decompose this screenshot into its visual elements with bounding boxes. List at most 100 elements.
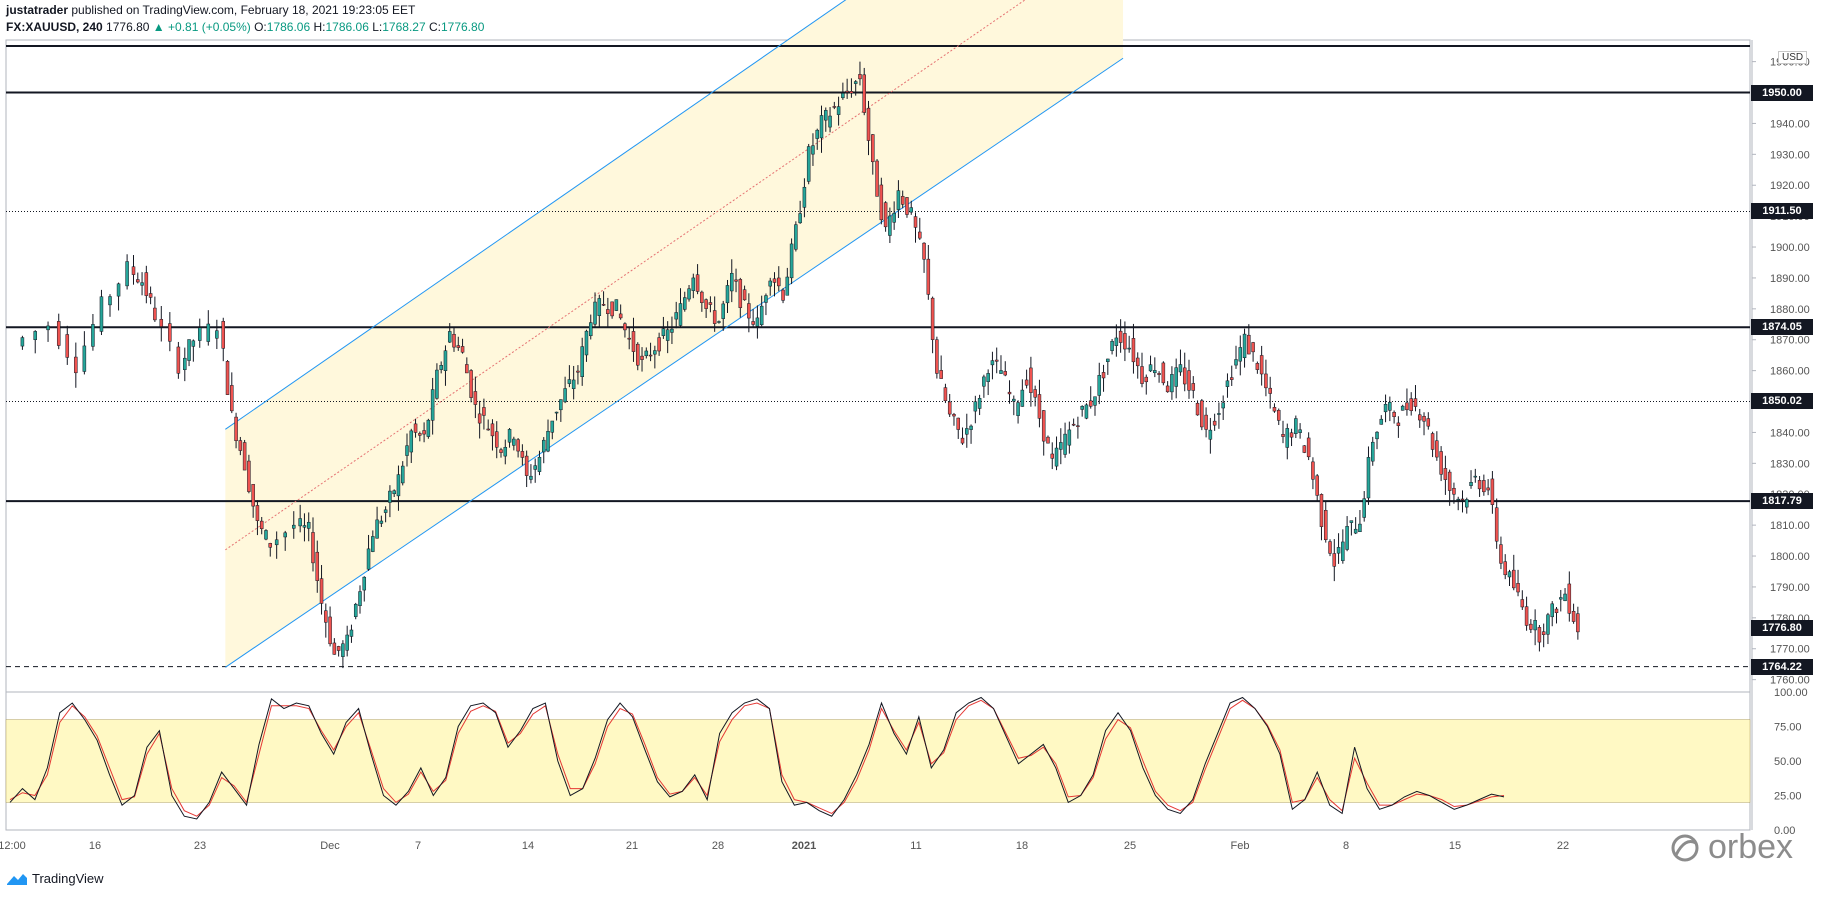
candle-body — [1276, 409, 1281, 421]
candle-body — [1063, 433, 1067, 455]
candle-body — [541, 439, 546, 453]
candle-body — [918, 231, 922, 239]
candle-body — [1294, 418, 1298, 434]
candle-body — [1409, 398, 1413, 412]
candle-body — [1135, 357, 1140, 367]
y-tick-label: 1890.00 — [1770, 273, 1810, 285]
open-value: 1786.06 — [266, 20, 311, 34]
x-tick-label: 21 — [626, 840, 638, 852]
y-tick-label: 1810.00 — [1770, 520, 1810, 532]
stochastic-tick-label: 75.00 — [1774, 722, 1802, 734]
candle-body — [1499, 544, 1503, 564]
candle-body — [554, 411, 559, 414]
candle-body — [512, 438, 516, 446]
candle-body — [1405, 402, 1409, 411]
y-tick-label: 1900.00 — [1770, 242, 1810, 254]
candle-body — [1379, 418, 1384, 425]
candle-body — [999, 370, 1003, 374]
y-tick-label: 1920.00 — [1770, 180, 1810, 192]
x-tick-label: 14 — [522, 840, 534, 852]
candle-body — [563, 388, 567, 403]
candle-body — [452, 333, 456, 348]
candle-body — [751, 321, 755, 325]
candle-body — [1221, 402, 1225, 409]
author-name[interactable]: justatrader — [6, 3, 69, 17]
candle-body — [1323, 510, 1328, 540]
candle-body — [144, 272, 149, 296]
tradingview-brand: TradingView — [32, 871, 104, 886]
candle-body — [1563, 593, 1567, 602]
candle-body — [1370, 441, 1375, 462]
candle-body — [197, 327, 202, 341]
candle-body — [849, 91, 854, 94]
candle-body — [1456, 498, 1460, 501]
candle-body — [811, 145, 815, 155]
x-tick-label: 25 — [1124, 840, 1136, 852]
candle-body — [1400, 405, 1405, 411]
candle-body — [1328, 541, 1332, 554]
candle-body — [537, 456, 542, 472]
candle-body — [627, 337, 631, 340]
symbol[interactable]: FX:XAUUSD, 240 — [6, 20, 103, 34]
candle-body — [1212, 420, 1217, 426]
candle-body — [1439, 451, 1443, 475]
candle-body — [631, 331, 636, 352]
candle-body — [1358, 523, 1362, 533]
candle-body — [516, 439, 520, 452]
tradingview-footer[interactable]: TradingView — [6, 871, 104, 886]
candle-body — [1097, 375, 1102, 396]
candle-body — [74, 356, 78, 374]
candle-body — [1512, 569, 1516, 589]
candle-body — [909, 207, 913, 213]
candle-body — [1110, 340, 1114, 351]
candle-body — [1520, 599, 1525, 608]
candle-body — [1443, 468, 1448, 480]
candle-body — [1148, 364, 1153, 372]
orbex-watermark: orbex — [1668, 828, 1793, 867]
candle-body — [274, 539, 279, 546]
candle-body — [533, 465, 537, 470]
y-tick-label: 1930.00 — [1770, 149, 1810, 161]
currency-badge[interactable]: USD — [1778, 51, 1808, 64]
candle-body — [1524, 606, 1529, 626]
candle-body — [815, 129, 819, 139]
candle-body — [349, 629, 354, 637]
candle-body — [46, 325, 50, 331]
candle-body — [1546, 614, 1550, 635]
candle-body — [221, 321, 226, 349]
y-tick-label: 1770.00 — [1770, 644, 1810, 656]
x-tick-label: 23 — [194, 840, 206, 852]
x-tick-label: Feb — [1231, 840, 1250, 852]
candle-body — [648, 354, 653, 357]
candle-body — [324, 610, 328, 623]
candle-body — [191, 340, 196, 347]
candle-body — [1567, 583, 1572, 614]
candle-body — [1315, 475, 1319, 496]
candle-body — [828, 115, 832, 128]
candle-body — [1447, 471, 1452, 491]
candle-body — [1182, 367, 1187, 385]
candle-body — [1349, 520, 1354, 523]
candle-body — [1033, 389, 1037, 398]
candle-body — [366, 548, 371, 570]
candle-body — [785, 276, 790, 296]
candle-body — [1204, 414, 1208, 430]
channel-lower-line — [225, 57, 1124, 668]
candle-body — [1541, 631, 1546, 635]
candle-body — [435, 369, 439, 399]
candle-body — [298, 518, 302, 527]
candle-body — [353, 603, 358, 617]
price-chart[interactable]: 1760.001770.001780.001790.001800.001810.… — [0, 0, 1828, 860]
channel-fill — [225, 0, 1124, 668]
candle-body — [1242, 333, 1247, 359]
candle-body — [255, 505, 260, 521]
candle-body — [1550, 603, 1554, 618]
channel-upper-line — [225, 0, 847, 430]
candle-body — [400, 465, 405, 484]
candle-body — [490, 423, 495, 437]
candle-body — [695, 274, 700, 292]
candle-body — [862, 74, 866, 113]
candle-body — [1054, 447, 1059, 467]
candle-body — [1255, 363, 1260, 370]
candle-body — [597, 298, 602, 316]
